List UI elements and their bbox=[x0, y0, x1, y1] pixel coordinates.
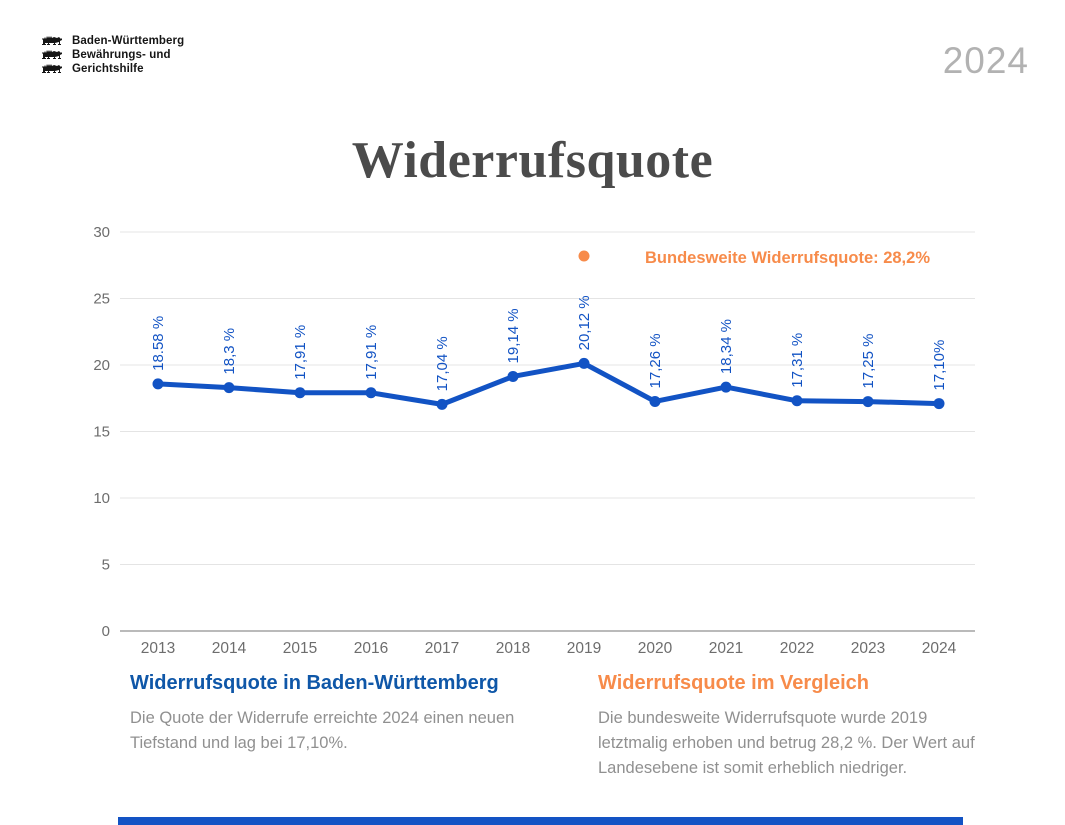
data-point-label: 17,91 % bbox=[292, 325, 309, 380]
x-axis-tick-label: 2016 bbox=[354, 640, 388, 657]
data-point-label: 19,14 % bbox=[505, 308, 522, 363]
page-title: Widerrufsquote bbox=[351, 131, 714, 189]
data-point-label: 17,10% bbox=[931, 340, 948, 391]
data-point bbox=[649, 395, 661, 407]
year-badge: 2024 bbox=[942, 40, 1029, 81]
org-name: Baden-Württemberg Bewährungs- und Gerich… bbox=[72, 35, 185, 75]
y-axis-tick-label: 20 bbox=[93, 357, 110, 374]
x-axis-tick-label: 2023 bbox=[851, 640, 885, 657]
data-point bbox=[720, 381, 732, 393]
data-point-label: 17,91 % bbox=[363, 325, 380, 380]
footer-bw-heading: Widerrufsquote in Baden-Württemberg bbox=[130, 672, 499, 694]
footer-compare-heading: Widerrufsquote im Vergleich bbox=[598, 672, 869, 694]
data-point bbox=[791, 395, 803, 407]
x-axis-tick-label: 2013 bbox=[141, 640, 175, 657]
x-axis-tick-label: 2019 bbox=[567, 640, 601, 657]
y-axis-tick-label: 15 bbox=[93, 424, 110, 441]
data-point bbox=[933, 398, 945, 410]
x-axis-tick-label: 2018 bbox=[496, 640, 530, 657]
data-point-label: 20,12 % bbox=[576, 295, 593, 350]
x-axis-tick-label: 2020 bbox=[638, 640, 673, 657]
x-axis-tick-label: 2017 bbox=[425, 640, 459, 657]
data-point-label: 18,34 % bbox=[718, 319, 735, 374]
data-point-label: 17,26 % bbox=[647, 333, 664, 388]
x-axis-tick-label: 2021 bbox=[709, 640, 743, 657]
data-point-label: 17,31 % bbox=[789, 333, 806, 388]
revocation-rate-line-chart: 0 5 10 15 20 25 30 2013 2014 2015 2016 2017 2018 2019… bbox=[93, 224, 975, 657]
x-axis-tick-label: 2024 bbox=[922, 640, 957, 657]
data-point bbox=[365, 387, 377, 399]
y-axis-tick-label: 25 bbox=[93, 291, 110, 308]
x-axis-tick-label: 2015 bbox=[283, 640, 317, 657]
data-point-label: 18,3 % bbox=[221, 328, 238, 375]
data-point bbox=[294, 387, 306, 399]
data-point bbox=[507, 370, 519, 382]
data-line bbox=[155, 360, 942, 407]
y-axis-tick-label: 30 bbox=[93, 224, 110, 241]
footer-bw-body: Die Quote der Widerrufe erreichte 2024 e… bbox=[130, 709, 515, 752]
footer-section-bw: Widerrufsquote in Baden-Württemberg Die … bbox=[130, 672, 560, 756]
x-axis-tick-label: 2014 bbox=[212, 640, 247, 657]
org-logo: Baden-Württemberg Bewährungs- und Gerich… bbox=[40, 34, 184, 76]
data-point bbox=[578, 357, 590, 369]
legend-marker-icon bbox=[578, 250, 590, 262]
y-axis-tick-label: 10 bbox=[93, 490, 110, 507]
data-point bbox=[152, 378, 164, 390]
data-point-label: 17,04 % bbox=[434, 336, 451, 391]
footer-compare-body: Die bundesweite Widerrufsquote wurde 201… bbox=[598, 709, 975, 777]
data-point-label: 18.58 % bbox=[150, 316, 167, 371]
data-point-label: 17,25 % bbox=[860, 334, 877, 389]
bottom-accent-bar bbox=[118, 817, 963, 825]
data-point bbox=[436, 398, 448, 410]
x-axis-tick-label: 2022 bbox=[780, 640, 814, 657]
legend-label: Bundesweite Widerrufsquote: 28,2% bbox=[645, 249, 930, 267]
y-axis-tick-label: 0 bbox=[102, 623, 110, 640]
y-axis-tick-label: 5 bbox=[102, 557, 110, 574]
data-point bbox=[223, 382, 235, 394]
data-point bbox=[862, 396, 874, 408]
footer-section-compare: Widerrufsquote im Vergleich Die bundeswe… bbox=[598, 672, 998, 780]
